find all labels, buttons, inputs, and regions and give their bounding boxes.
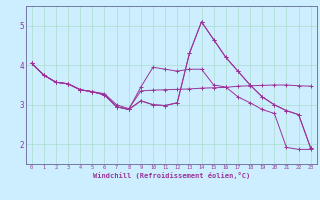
X-axis label: Windchill (Refroidissement éolien,°C): Windchill (Refroidissement éolien,°C) — [92, 172, 250, 179]
